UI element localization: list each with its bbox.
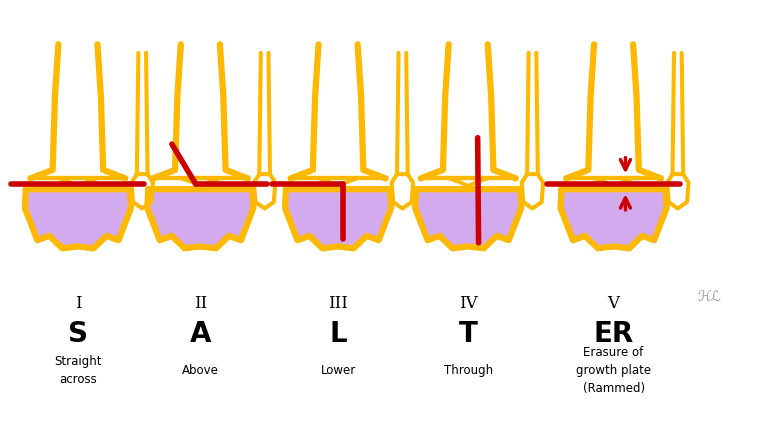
Text: Above: Above: [182, 364, 219, 377]
Text: III: III: [328, 295, 348, 312]
Text: S: S: [68, 320, 88, 348]
Text: T: T: [458, 320, 478, 348]
Polygon shape: [415, 189, 521, 248]
Text: II: II: [194, 295, 207, 312]
Text: V: V: [607, 295, 620, 312]
Text: I: I: [74, 295, 81, 312]
Text: ER: ER: [594, 320, 634, 348]
Polygon shape: [667, 174, 689, 209]
Text: ℋℒ: ℋℒ: [697, 291, 721, 305]
Polygon shape: [147, 189, 253, 248]
Text: Erasure of
growth plate
(Rammed): Erasure of growth plate (Rammed): [576, 346, 651, 395]
Text: Lower: Lower: [320, 364, 356, 377]
Polygon shape: [254, 174, 276, 209]
Polygon shape: [131, 174, 153, 209]
Text: L: L: [329, 320, 347, 348]
Text: Straight
across: Straight across: [55, 355, 101, 386]
Text: A: A: [190, 320, 211, 348]
Polygon shape: [521, 174, 543, 209]
Text: Through: Through: [444, 364, 493, 377]
Text: IV: IV: [458, 295, 478, 312]
Polygon shape: [561, 189, 667, 248]
Polygon shape: [285, 189, 391, 248]
Polygon shape: [392, 174, 413, 209]
Polygon shape: [25, 189, 131, 248]
